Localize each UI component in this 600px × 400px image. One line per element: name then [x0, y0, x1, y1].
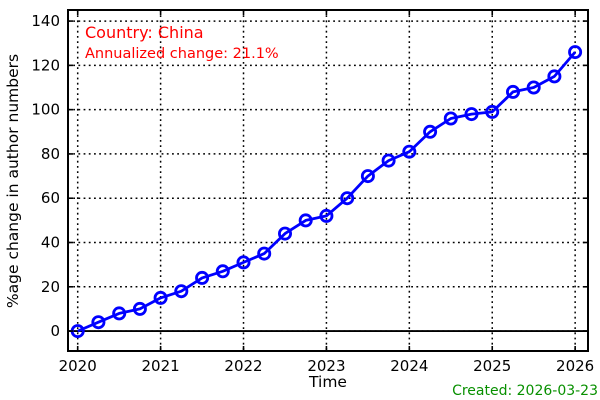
- data-point-marker: [423, 124, 438, 139]
- y-tick-label: 120: [31, 56, 60, 74]
- created-date-label: Created: 2026-03-23: [452, 383, 598, 399]
- data-point-marker: [443, 111, 458, 126]
- data-point-marker: [340, 191, 355, 206]
- annualized-change-annotation: Annualized change: 21.1%: [85, 46, 279, 62]
- x-tick-label: 2024: [390, 357, 428, 375]
- x-tick-label: 2020: [59, 357, 97, 375]
- data-point-marker: [91, 315, 106, 330]
- data-point-marker: [236, 255, 251, 270]
- data-point-marker: [568, 45, 583, 60]
- x-tick-label: 2023: [307, 357, 345, 375]
- country-annotation: Country: China: [85, 23, 204, 42]
- data-point-marker: [215, 264, 230, 279]
- y-tick-label: 100: [31, 101, 60, 119]
- y-axis-label: %age change in author numbers: [4, 53, 22, 309]
- plot-frame: [67, 9, 589, 352]
- data-point-marker: [319, 208, 334, 223]
- x-tick-label: 2025: [473, 357, 511, 375]
- x-axis-label: Time: [309, 373, 347, 391]
- x-tick-label: 2022: [224, 357, 262, 375]
- data-point-marker: [195, 270, 210, 285]
- x-tick-label: 2026: [556, 357, 594, 375]
- y-tick-label: 60: [41, 189, 60, 207]
- data-point-marker: [526, 80, 541, 95]
- data-point-marker: [505, 84, 520, 99]
- data-point-marker: [547, 69, 562, 84]
- y-tick-label: 40: [41, 234, 60, 252]
- data-point-marker: [174, 284, 189, 299]
- data-point-marker: [381, 153, 396, 168]
- data-point-marker: [360, 169, 375, 184]
- y-tick-label: 80: [41, 145, 60, 163]
- data-point-marker: [402, 144, 417, 159]
- y-tick-label: 20: [41, 278, 60, 296]
- data-point-marker: [485, 104, 500, 119]
- data-point-marker: [257, 246, 272, 261]
- series-line: [77, 51, 577, 333]
- data-point-marker: [298, 213, 313, 228]
- data-point-marker: [153, 290, 168, 305]
- data-point-marker: [464, 107, 479, 122]
- data-point-marker: [132, 301, 147, 316]
- y-tick-label: 0: [50, 322, 60, 340]
- y-tick-label: 140: [31, 12, 60, 30]
- data-point-marker: [277, 226, 292, 241]
- x-tick-label: 2021: [142, 357, 180, 375]
- data-point-marker: [112, 306, 127, 321]
